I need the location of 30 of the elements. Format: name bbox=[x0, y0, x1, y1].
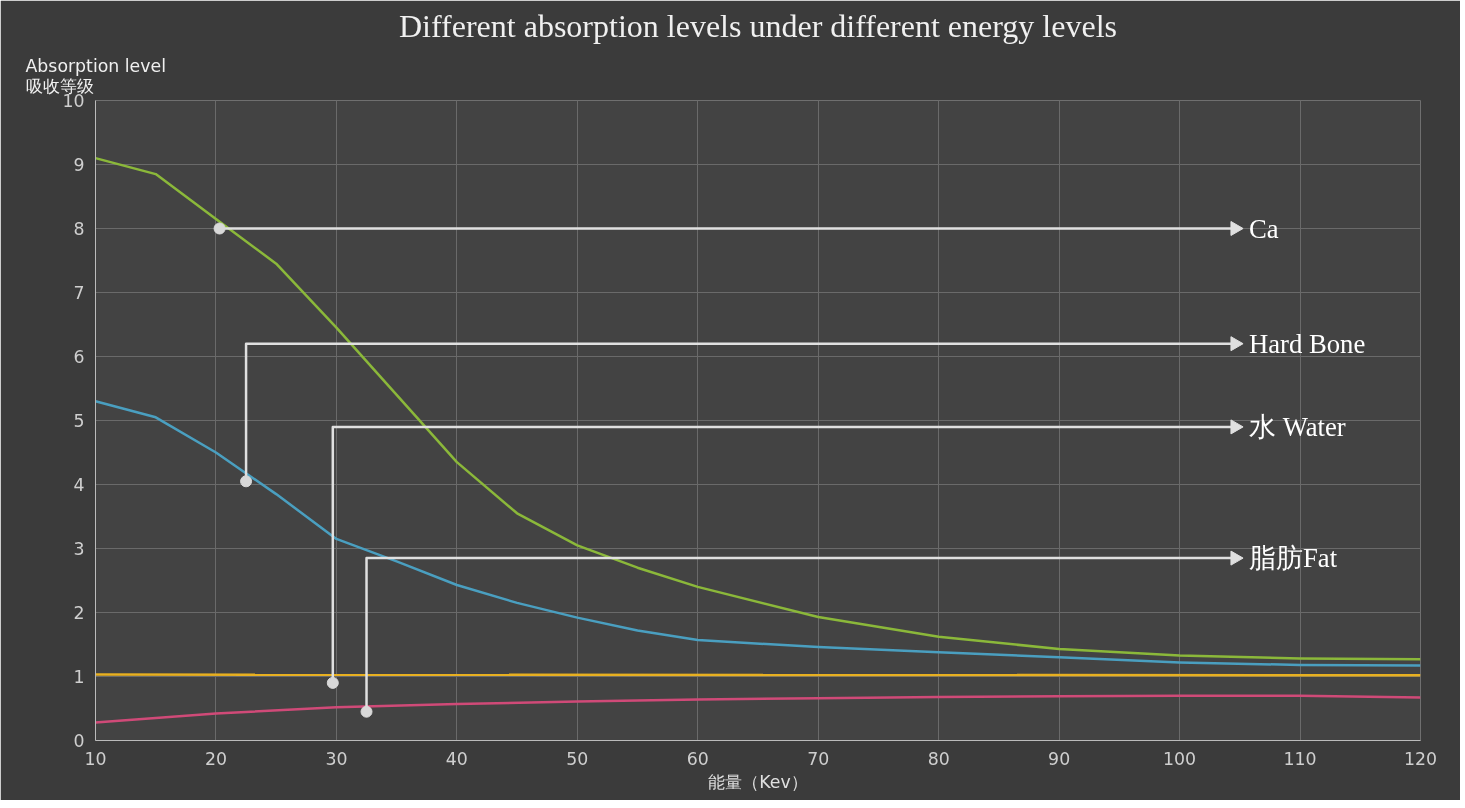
y-tick-label: 3 bbox=[73, 539, 85, 559]
annotation: Ca bbox=[1249, 213, 1279, 244]
line-series bbox=[95, 156, 1421, 661]
y-tick-label: 2 bbox=[73, 603, 85, 623]
y-tick-label: 7 bbox=[73, 283, 85, 303]
y-tick-label: 5 bbox=[73, 411, 85, 431]
y-tick-label: 6 bbox=[73, 347, 85, 367]
x-tick-label: 100 bbox=[1163, 748, 1197, 769]
annotation: 脂肪Fat bbox=[1249, 543, 1338, 574]
y-tick-label: 4 bbox=[73, 475, 85, 495]
annotation: Hard Bone bbox=[1249, 328, 1366, 359]
x-tick-label: 60 bbox=[686, 748, 709, 769]
x-tick-label: 80 bbox=[927, 748, 950, 769]
annotation: 水 Water bbox=[1249, 411, 1346, 442]
x-axis-title: 能量（Kev） bbox=[708, 771, 808, 792]
line-series bbox=[95, 694, 1421, 724]
y-tick-label: 8 bbox=[73, 219, 85, 239]
y-tick-label: 9 bbox=[73, 155, 85, 175]
x-tick-label: 120 bbox=[1403, 748, 1438, 769]
x-tick-label: 40 bbox=[445, 748, 468, 769]
y-tick-label: 1 bbox=[73, 667, 85, 687]
line-series bbox=[95, 400, 1421, 667]
chart-title: Different absorption levels under different energy levels bbox=[399, 7, 1117, 44]
x-tick-label: 90 bbox=[1048, 748, 1071, 769]
x-tick-label: 20 bbox=[204, 748, 227, 769]
x-tick-label: 70 bbox=[807, 748, 830, 769]
x-tick-label: 30 bbox=[325, 748, 348, 769]
x-tick-label: 110 bbox=[1283, 748, 1317, 769]
x-tick-label: 50 bbox=[566, 748, 589, 769]
y-tick-label: 0 bbox=[73, 731, 85, 751]
